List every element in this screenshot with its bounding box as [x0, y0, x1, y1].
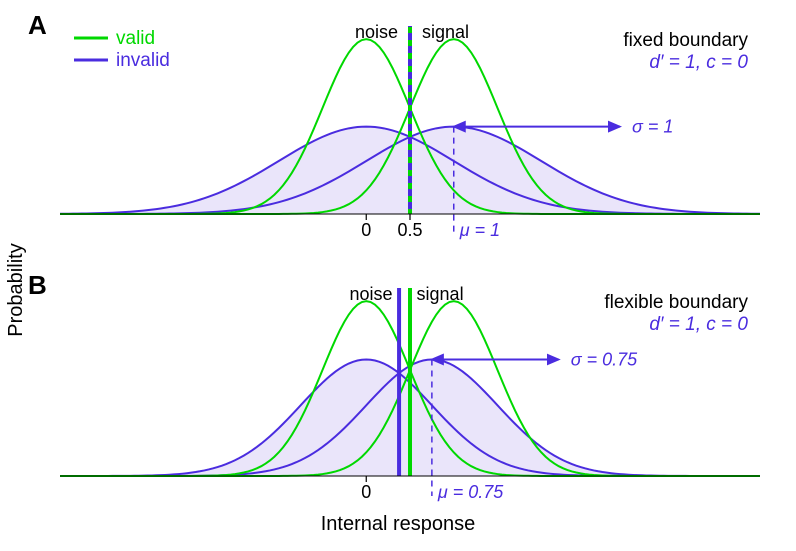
x-axis-label: Internal response: [321, 513, 476, 535]
xtick-label: 0.5: [397, 220, 422, 240]
figure-stage: μ = 1σ = 100.5noisesignalfixed boundaryd…: [0, 0, 796, 546]
noise-label: noise: [350, 284, 393, 304]
panel-letter: B: [28, 270, 47, 300]
panel-dprime-c: d′ = 1, c = 0: [649, 314, 748, 335]
legend: validinvalid: [74, 28, 170, 71]
signal-label: signal: [417, 284, 464, 304]
legend-label: invalid: [116, 50, 170, 71]
panel-B: μ = 0.75 σ = 0.75 0 noise signal flexible bou…: [28, 270, 760, 502]
mu-label: μ = 1: [459, 220, 500, 240]
xtick-label: 0: [361, 482, 371, 502]
xtick-label: 0: [361, 220, 371, 240]
sigma-label: σ = 1: [632, 117, 673, 137]
signal-label: signal: [422, 22, 469, 42]
legend-label: valid: [116, 28, 155, 49]
panel-letter: A: [28, 10, 47, 40]
y-axis-label: Probability: [5, 243, 27, 336]
panel-title: flexible boundary: [604, 292, 748, 313]
panel-title: fixed boundary: [623, 30, 748, 51]
panel-dprime-c: d′ = 1, c = 0: [649, 52, 748, 73]
figure-svg: μ = 1σ = 100.5noisesignalfixed boundaryd…: [0, 0, 796, 546]
sigma-label: σ = 0.75: [571, 349, 638, 369]
noise-label: noise: [355, 22, 398, 42]
mu-label: μ = 0.75: [437, 482, 504, 502]
